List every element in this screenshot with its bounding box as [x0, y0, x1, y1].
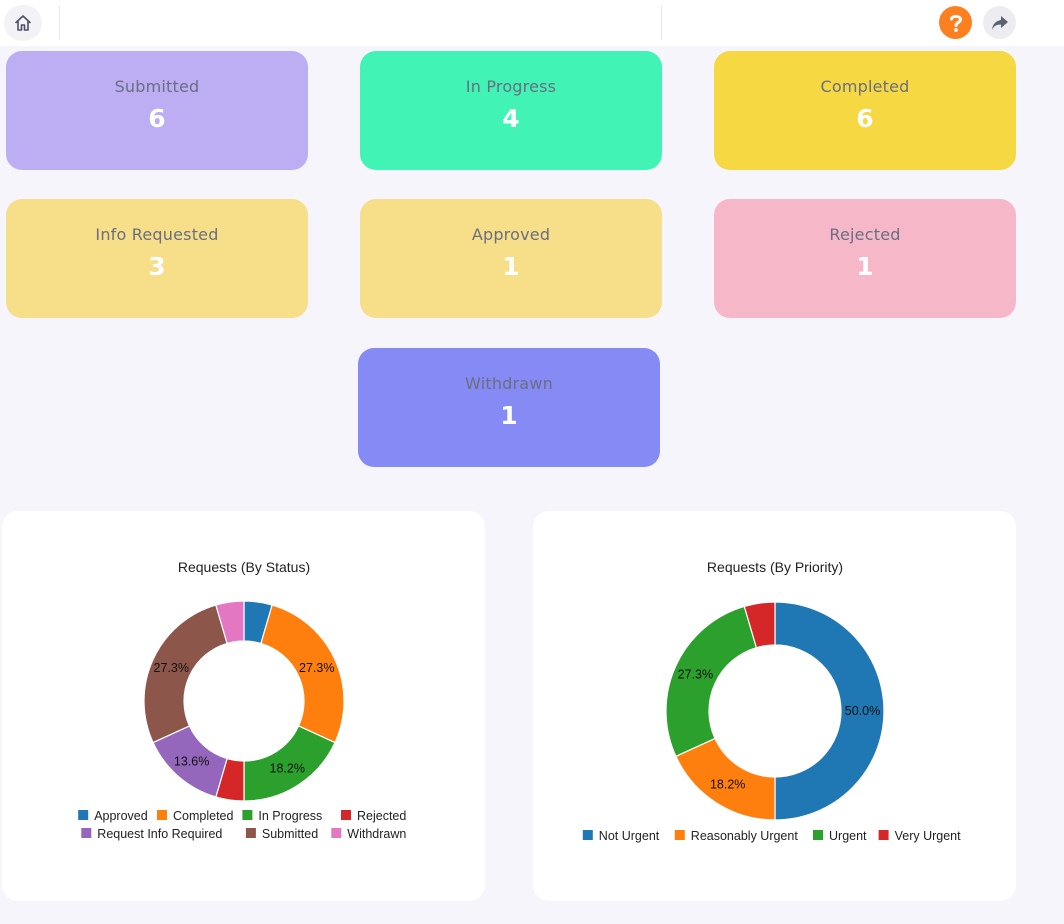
card-label: In Progress — [465, 77, 557, 96]
card-approved[interactable]: Approved 1 — [360, 199, 662, 318]
slice-completed[interactable] — [260, 604, 345, 744]
card-label: Withdrawn — [465, 374, 553, 393]
legend-swatch-in-progress[interactable] — [242, 810, 253, 820]
legend-label-very-urgent[interactable]: Very Urgent — [895, 829, 962, 843]
card-count: 6 — [856, 104, 874, 133]
legend-label-urgent[interactable]: Urgent — [829, 829, 867, 843]
priority-donut-chart: Requests (By Priority) 50.0% 18.2% 27.3% Not… — [582, 559, 962, 843]
legend-swatch-urgent[interactable] — [813, 830, 823, 840]
card-label: Completed — [820, 77, 910, 96]
slice-urgent[interactable] — [665, 605, 758, 758]
legend-label-completed[interactable]: Completed — [173, 809, 233, 823]
legend-swatch-reasonably-urgent[interactable] — [674, 830, 685, 840]
share-button[interactable] — [983, 6, 1016, 39]
home-icon — [15, 15, 31, 31]
share-arrow-icon — [991, 15, 1008, 30]
card-count: 4 — [502, 104, 520, 133]
legend-label-not-urgent[interactable]: Not Urgent — [599, 829, 660, 843]
legend-label-rejected[interactable]: Rejected — [357, 809, 406, 823]
slice-label-request-info-required: 13.6% — [174, 754, 209, 768]
slice-very-urgent[interactable] — [743, 601, 776, 649]
chart-title: Requests (By Priority) — [707, 559, 843, 575]
legend-label-in-progress[interactable]: In Progress — [258, 809, 322, 823]
card-label: Submitted — [114, 77, 200, 96]
home-button[interactable] — [4, 5, 42, 41]
question-icon — [949, 14, 962, 32]
legend-swatch-completed[interactable] — [157, 810, 167, 820]
card-count: 3 — [148, 252, 166, 281]
status-chart-panel: Requests (By Status) 27.3% 18.2% 13.6% 27.3%… — [2, 511, 485, 901]
slice-label-submitted: 27.3% — [154, 661, 189, 675]
legend-swatch-submitted[interactable] — [245, 828, 256, 838]
card-label: Info Requested — [95, 225, 219, 244]
slice-withdrawn[interactable] — [215, 600, 245, 645]
card-count: 6 — [148, 104, 166, 133]
slice-label-reasonably-urgent: 18.2% — [710, 778, 745, 792]
priority-chart-panel: Requests (By Priority) 50.0% 18.2% 27.3% Not… — [533, 511, 1016, 901]
slice-not-urgent[interactable] — [774, 601, 885, 821]
card-count: 1 — [856, 252, 874, 281]
card-count: 1 — [500, 401, 518, 430]
slice-label-urgent: 27.3% — [678, 668, 713, 682]
legend-swatch-very-urgent[interactable] — [878, 830, 889, 840]
chart-title: Requests (By Status) — [178, 559, 310, 575]
slice-label-not-urgent: 50.0% — [845, 704, 880, 718]
legend-label-request-info-required[interactable]: Request Info Required — [97, 827, 222, 841]
slice-label-completed: 27.3% — [299, 661, 334, 675]
card-submitted[interactable]: Submitted 6 — [6, 51, 308, 170]
legend-swatch-request-info-required[interactable] — [81, 828, 92, 838]
top-toolbar — [0, 0, 1064, 46]
legend-label-reasonably-urgent[interactable]: Reasonably Urgent — [691, 829, 799, 843]
legend-swatch-approved[interactable] — [78, 810, 89, 820]
status-donut-chart: Requests (By Status) 27.3% 18.2% 13.6% 27.3%… — [78, 559, 406, 841]
legend-swatch-withdrawn[interactable] — [331, 828, 342, 838]
legend-label-withdrawn[interactable]: Withdrawn — [347, 827, 406, 841]
toolbar-divider — [59, 6, 60, 40]
slice-submitted[interactable] — [143, 604, 228, 744]
help-button[interactable] — [939, 6, 972, 39]
slice-label-in-progress: 18.2% — [270, 761, 305, 775]
card-count: 1 — [502, 252, 520, 281]
card-withdrawn[interactable]: Withdrawn 1 — [358, 348, 660, 467]
legend-label-approved[interactable]: Approved — [94, 809, 148, 823]
card-rejected[interactable]: Rejected 1 — [714, 199, 1016, 318]
card-label: Rejected — [829, 225, 901, 244]
card-label: Approved — [471, 225, 551, 244]
card-in-progress[interactable]: In Progress 4 — [360, 51, 662, 170]
toolbar-divider — [661, 6, 662, 40]
card-completed[interactable]: Completed 6 — [714, 51, 1016, 170]
legend-swatch-not-urgent[interactable] — [582, 830, 593, 840]
legend-label-submitted[interactable]: Submitted — [262, 827, 318, 841]
card-info-requested[interactable]: Info Requested 3 — [6, 199, 308, 318]
legend-swatch-rejected[interactable] — [341, 810, 351, 820]
